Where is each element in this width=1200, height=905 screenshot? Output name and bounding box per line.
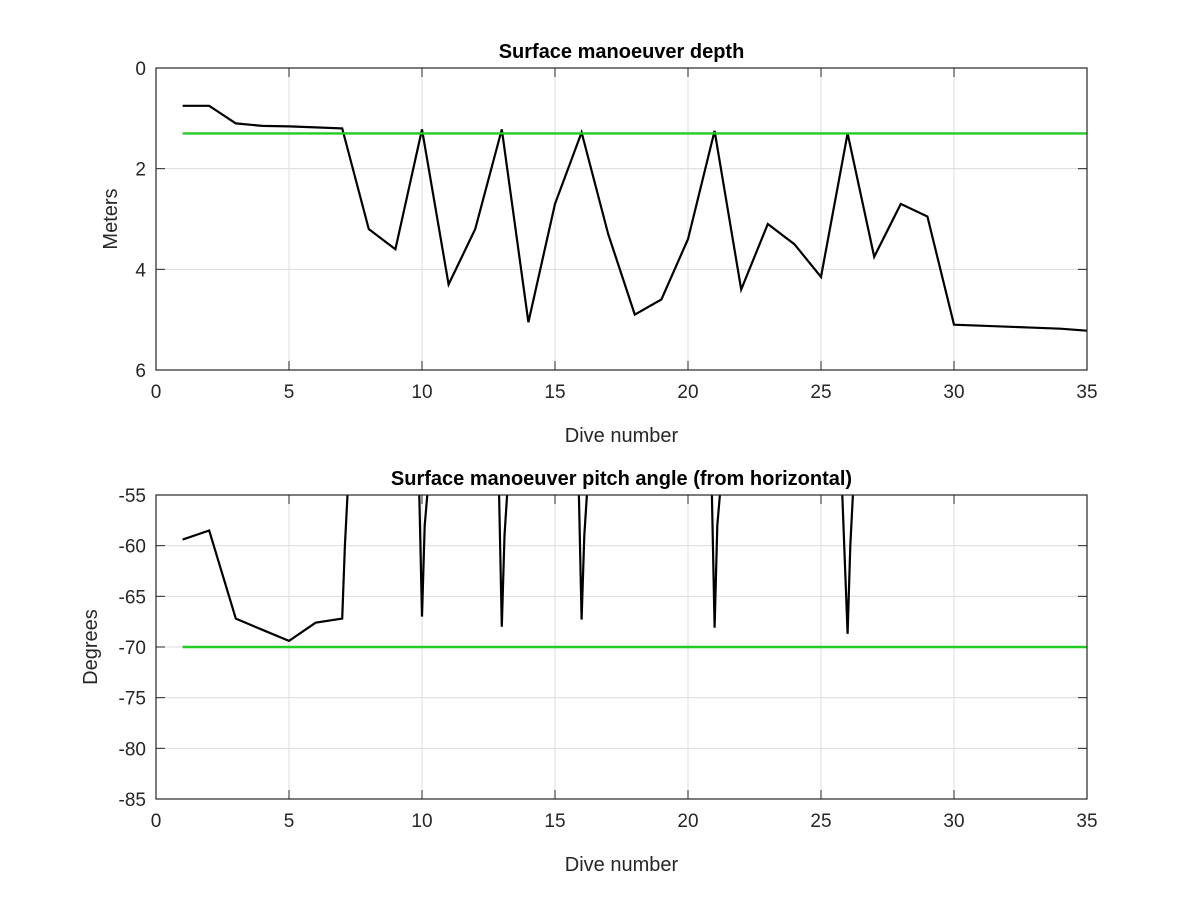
panel-1-y-tick-label: 6 (135, 361, 146, 382)
panel-2-y-tick-label: -80 (119, 739, 146, 760)
panel-2: 0 5 10 15 20 25 30 35 -55 -60 -65 -70 -75 -80 -85 Surfa… (80, 468, 1098, 876)
panel-1-x-tick-label: 30 (943, 382, 964, 403)
panel-1-x-tick-label: 35 (1076, 382, 1097, 403)
panel-1-x-tick-label: 0 (151, 382, 162, 403)
panel-1-x-tick-label: 25 (810, 382, 831, 403)
panel-1-x-tick-label: 10 (411, 382, 432, 403)
panel-2-x-tick-label: 5 (284, 811, 295, 832)
panel-2-x-tick-label: 20 (677, 811, 698, 832)
panel-2-x-tick-label: 30 (943, 811, 964, 832)
panel-2-title: Surface manoeuver pitch angle (from hori… (391, 468, 852, 490)
panel-2-y-tick-label: -70 (119, 638, 146, 659)
panel-1-y-tick-label: 4 (135, 260, 146, 281)
panel-1-data-line (182, 104, 1087, 332)
panel-2-x-tick-label: 10 (411, 811, 432, 832)
panel-1-x-tick-label: 5 (284, 382, 295, 403)
panel-1-title: Surface manoeuver depth (499, 41, 745, 63)
panel-2-y-tick-label: -60 (119, 537, 146, 558)
panel-2-y-axis-label: Degrees (80, 609, 102, 685)
panel-1-y-axis-label: Meters (100, 188, 122, 249)
panel-2-y-tick-label: -65 (119, 587, 146, 608)
panel-2-x-tick-label: 35 (1076, 811, 1097, 832)
panel-2-x-tick-label: 25 (810, 811, 831, 832)
panel-2-y-tick-label: -75 (119, 689, 146, 710)
panel-1-y-tick-label: 0 (135, 59, 146, 80)
panel-2-axes-frame (155, 494, 1088, 800)
panel-2-y-tick-label: -55 (119, 486, 146, 507)
panel-2-x-axis-label: Dive number (565, 854, 679, 876)
panel-1-x-axis-label: Dive number (565, 425, 679, 447)
panel-1-axes-frame (155, 67, 1088, 371)
panel-1-x-tick-label: 15 (544, 382, 565, 403)
panel-2-x-tick-label: 0 (151, 811, 162, 832)
panel-1: 0 5 10 15 20 25 30 35 0 2 4 6 Surface manoeuver dept… (100, 41, 1098, 447)
panel-1-y-tick-label: 2 (135, 160, 146, 181)
panel-1-x-tick-label: 20 (677, 382, 698, 403)
panel-2-data-line (182, 495, 854, 643)
panel-2-y-tick-label: -85 (119, 790, 146, 811)
panel-2-x-tick-label: 15 (544, 811, 565, 832)
